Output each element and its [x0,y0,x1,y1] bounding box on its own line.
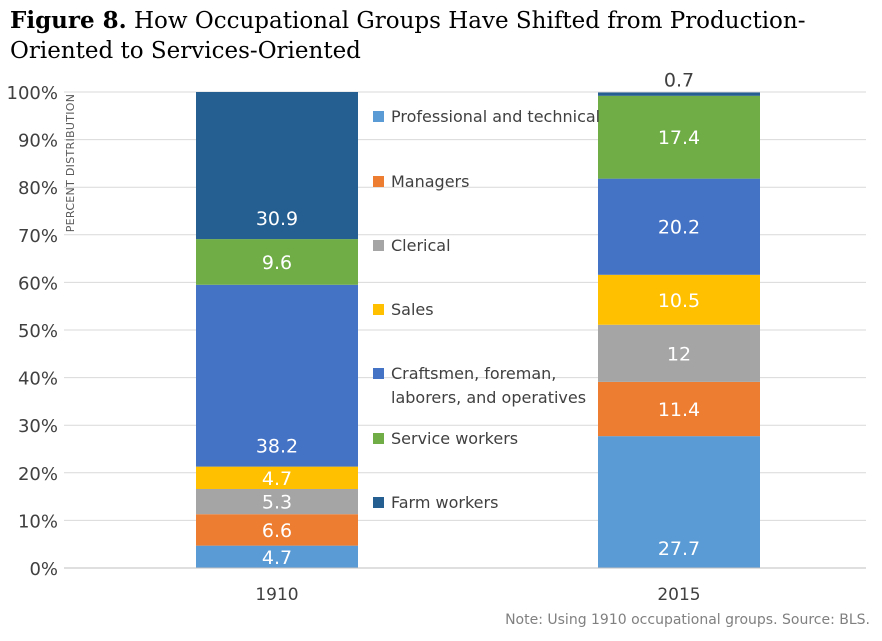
x-tick-label: 2015 [657,585,700,605]
legend-label: Managers [391,172,469,191]
bar-segment [196,514,358,546]
legend-label: Sales [391,300,434,319]
data-label: 17.4 [658,127,700,149]
chart-title: Figure 8. How Occupational Groups Have S… [10,6,875,66]
figure-label: Figure 8. [10,7,127,34]
bar-segment [598,274,760,325]
y-tick-label: 60% [18,273,58,294]
bar-segment [196,545,358,568]
data-label: 6.6 [262,520,292,542]
data-label: 4.7 [262,468,292,490]
legend-label: laborers, and operatives [391,388,586,407]
data-label: 0.7 [664,69,694,91]
x-tick-label: 1910 [255,585,298,605]
y-tick-label: 100% [7,83,58,104]
legend: Professional and technical Managers Cleric… [373,107,600,512]
bar-segment [598,95,760,179]
y-tick-label: 10% [18,511,58,532]
bar-segment [196,92,358,240]
data-label: 11.4 [658,399,700,421]
legend-label: Service workers [391,429,518,448]
legend-swatch [373,304,384,315]
y-tick-label: 20% [18,464,58,485]
legend-swatch [373,368,384,379]
data-label: 20.2 [658,217,700,239]
y-tick-label: 30% [18,416,58,437]
legend-swatch [373,240,384,251]
bar-segment [598,92,760,96]
legend-swatch [373,176,384,187]
data-label: 5.3 [262,492,292,514]
legend-swatch [373,111,384,122]
data-label: 12 [667,343,691,365]
bar-segment [196,488,358,515]
bar-segment [196,239,358,285]
bar-segment [598,381,760,437]
bar-segment [598,436,760,568]
bars: 4.76.65.34.738.29.630.927.711.41210.520.… [196,69,760,569]
legend-label: Clerical [391,236,451,255]
bar-segment [598,178,760,275]
x-axis-ticks: 1910 2015 [255,585,700,605]
data-label: 9.6 [262,252,292,274]
y-axis-ticks: 0% 10% 20% 30% 40% 50% 60% 70% 80% 90% 100% [7,83,58,580]
data-label: 4.7 [262,547,292,569]
y-tick-label: 80% [18,178,58,199]
bar-segment [598,324,760,382]
legend-swatch [373,497,384,508]
y-tick-label: 70% [18,226,58,247]
y-tick-label: 40% [18,369,58,390]
legend-label: Farm workers [391,493,498,512]
legend-swatch [373,433,384,444]
bar-segment [196,466,358,489]
y-tick-label: 0% [29,559,58,580]
bar-segment [196,284,358,467]
y-tick-label: 50% [18,321,58,342]
figure-title: How Occupational Groups Have Shifted fro… [10,8,806,64]
data-label: 38.2 [256,436,298,458]
source-note: Note: Using 1910 occupational groups. So… [505,612,870,628]
y-tick-label: 90% [18,131,58,152]
data-label: 10.5 [658,290,700,312]
legend-label: Craftsmen, foreman, [391,364,556,383]
legend-label: Professional and technical [391,107,600,126]
y-axis-label: PERCENT DISTRIBUTION [64,94,77,233]
data-label: 27.7 [658,538,700,560]
data-label: 30.9 [256,208,298,230]
